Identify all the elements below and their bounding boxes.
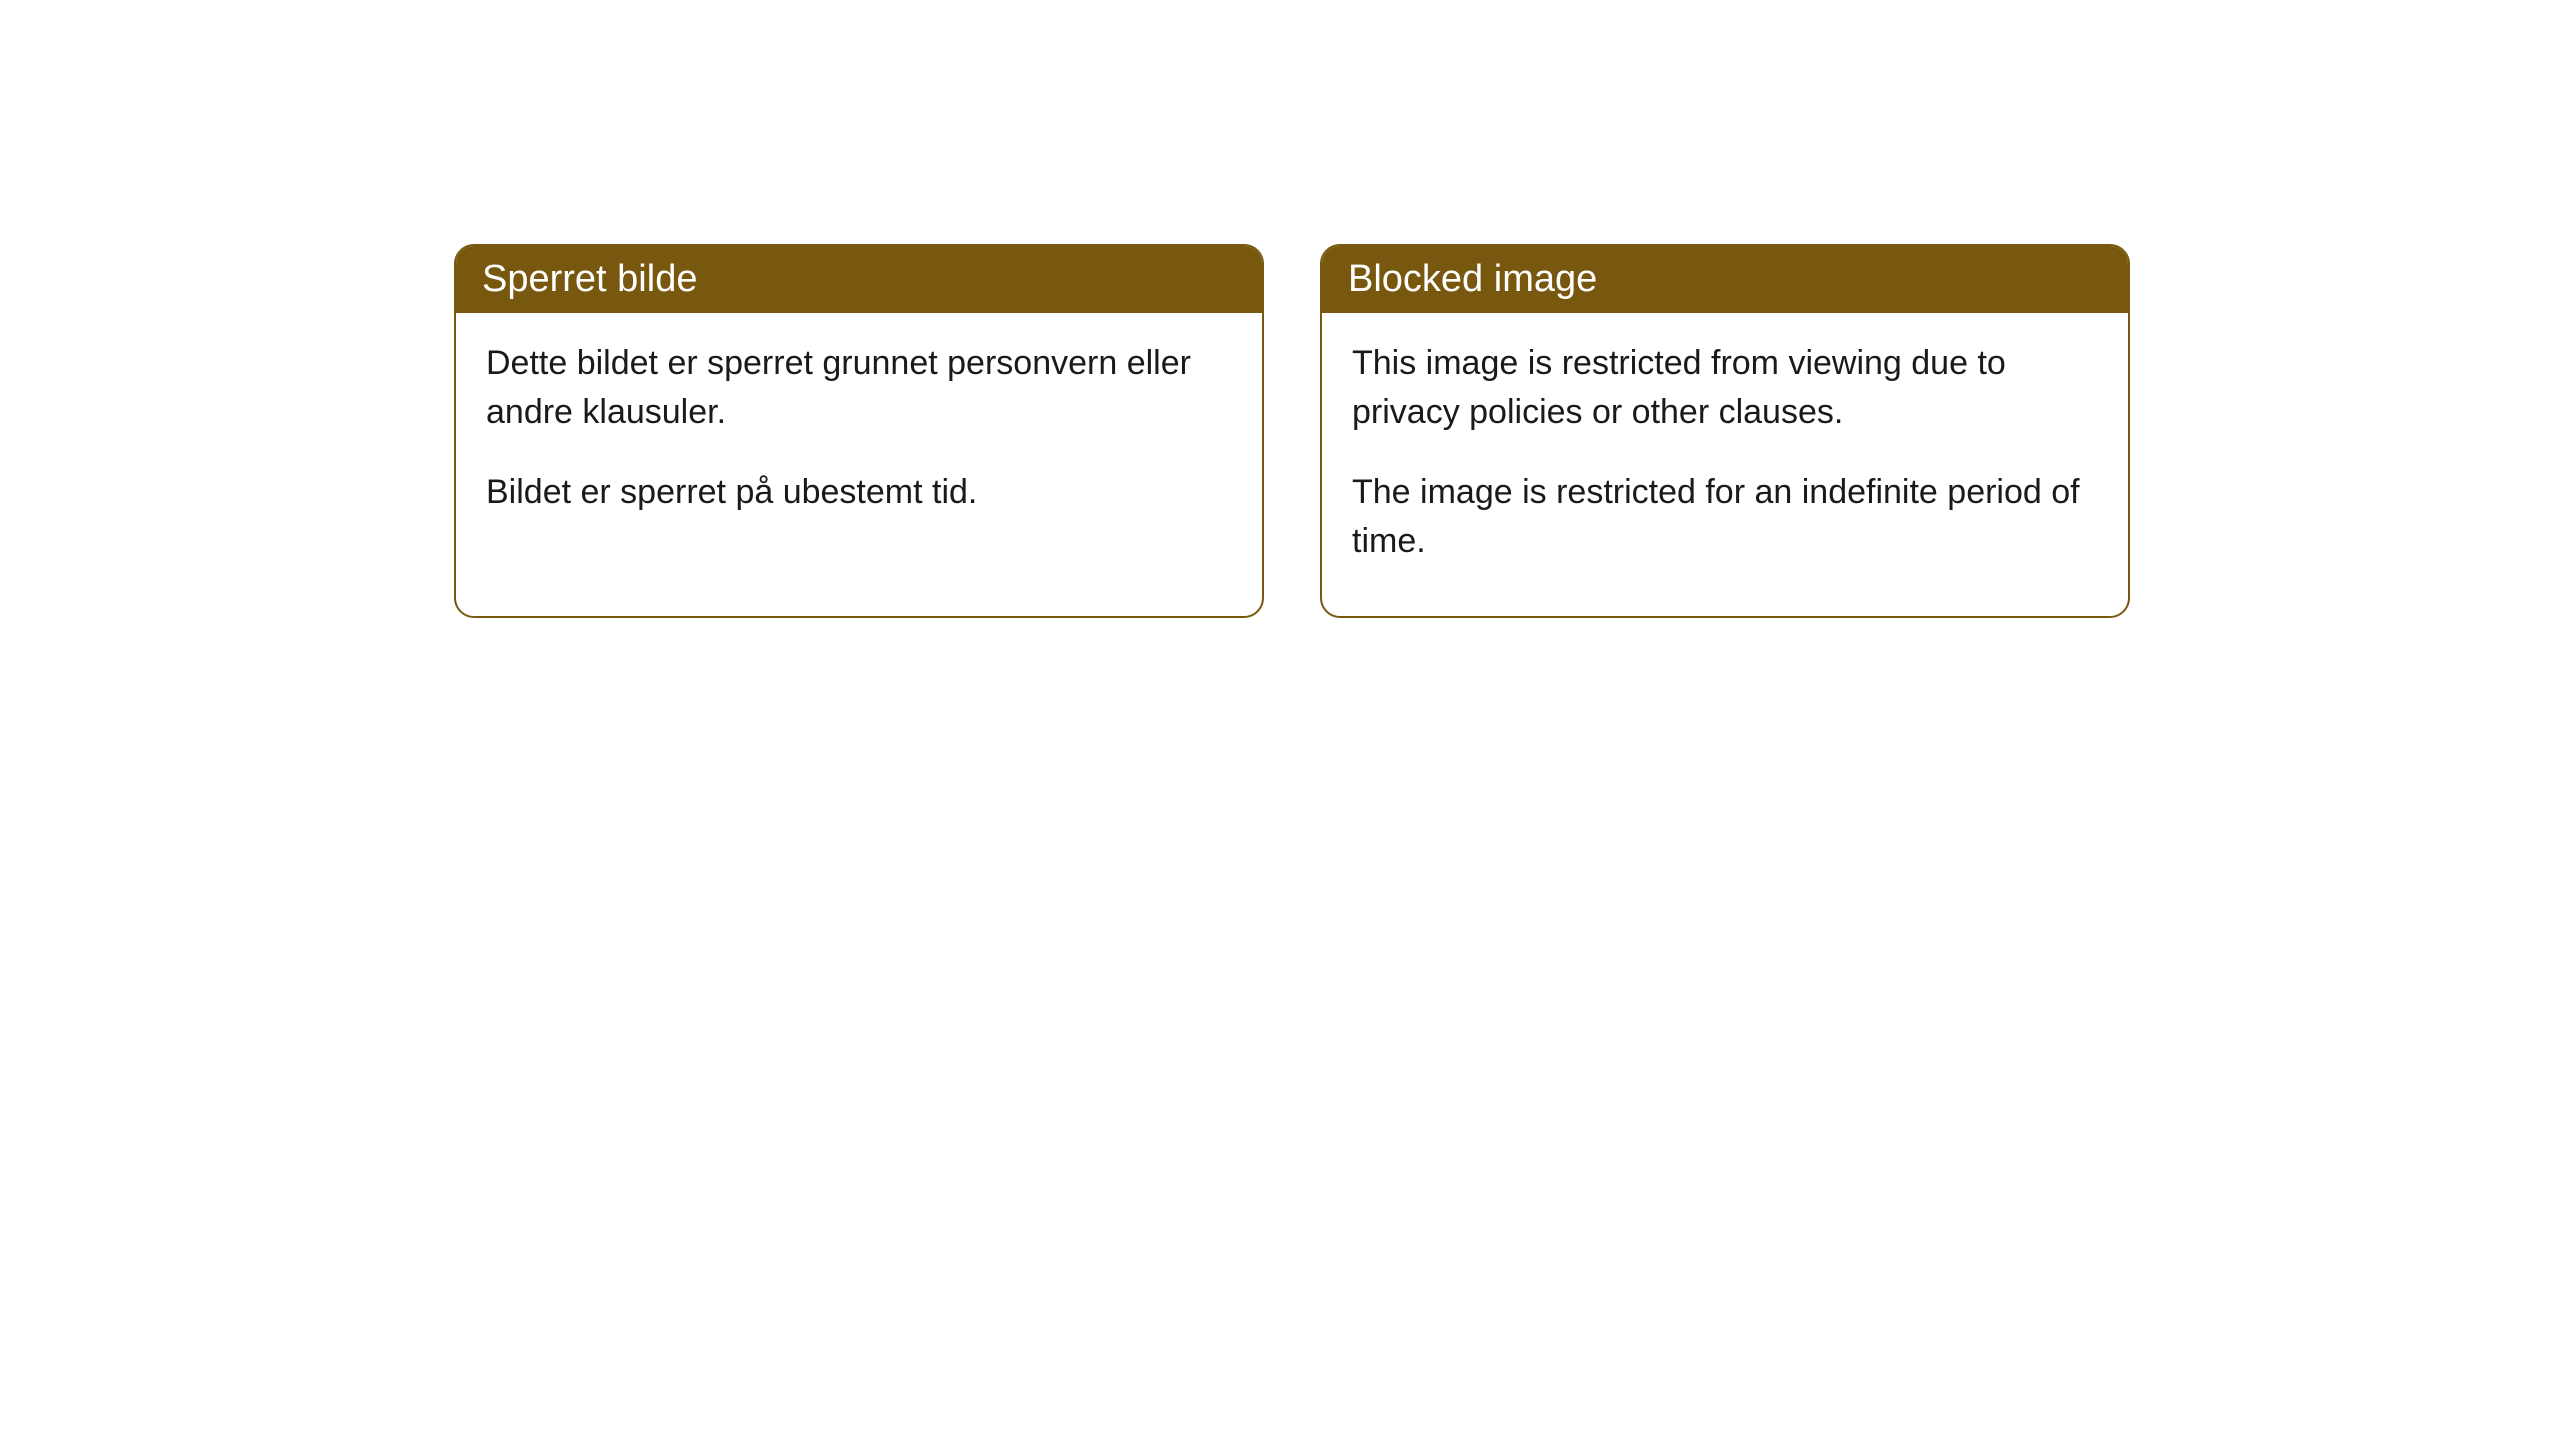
card-header: Blocked image <box>1322 246 2128 313</box>
card-body: This image is restricted from viewing du… <box>1322 313 2128 616</box>
card-title: Blocked image <box>1348 258 1597 300</box>
card-title: Sperret bilde <box>482 258 697 300</box>
card-paragraph: Dette bildet er sperret grunnet personve… <box>486 339 1232 438</box>
blocked-image-card-norwegian: Sperret bilde Dette bildet er sperret gr… <box>454 244 1264 618</box>
blocked-image-card-english: Blocked image This image is restricted f… <box>1320 244 2130 618</box>
card-body: Dette bildet er sperret grunnet personve… <box>456 313 1262 567</box>
card-paragraph: Bildet er sperret på ubestemt tid. <box>486 468 1232 517</box>
card-paragraph: This image is restricted from viewing du… <box>1352 339 2098 438</box>
card-paragraph: The image is restricted for an indefinit… <box>1352 468 2098 567</box>
notice-cards-container: Sperret bilde Dette bildet er sperret gr… <box>0 0 2560 618</box>
card-header: Sperret bilde <box>456 246 1262 313</box>
